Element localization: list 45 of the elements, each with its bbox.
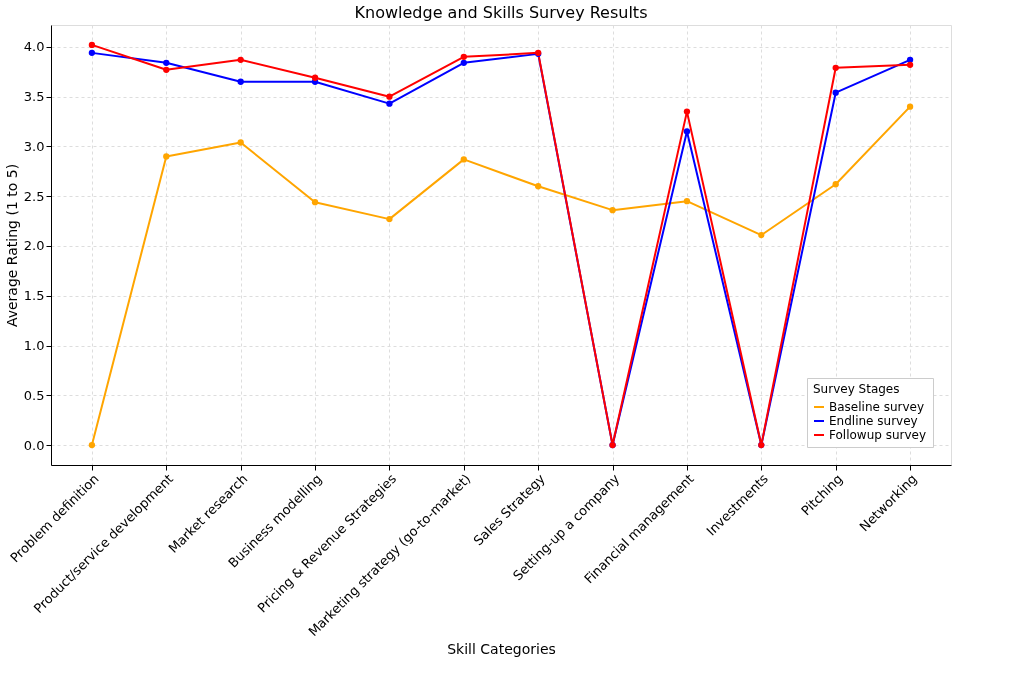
y-tick-label: 0.0 <box>23 437 45 453</box>
y-tick-label: 0.5 <box>23 387 45 403</box>
point <box>832 64 839 71</box>
point <box>311 199 319 206</box>
point <box>832 181 839 188</box>
point <box>163 66 170 73</box>
point <box>163 59 170 66</box>
legend-label: Baseline survey <box>829 400 925 414</box>
legend-label: Endline survey <box>829 414 918 428</box>
point <box>386 215 393 223</box>
point <box>683 198 691 205</box>
point <box>906 103 914 110</box>
point <box>386 93 393 100</box>
point <box>237 56 244 63</box>
point <box>460 53 467 61</box>
y-tick-label: 4.0 <box>23 39 45 55</box>
point <box>460 156 467 163</box>
point <box>311 74 319 81</box>
y-tick-label: 2.5 <box>23 188 45 204</box>
point <box>535 183 542 190</box>
point <box>163 153 170 160</box>
chart-title: Knowledge and Skills Survey Results <box>354 3 648 22</box>
point <box>237 139 244 146</box>
point <box>88 41 96 49</box>
point <box>906 56 914 63</box>
point <box>609 207 616 214</box>
point <box>906 61 914 68</box>
legend-label: Followup survey <box>829 428 927 442</box>
point <box>758 231 765 239</box>
point <box>237 78 244 85</box>
y-tick-label: 2.0 <box>23 238 45 254</box>
point <box>88 49 96 57</box>
y-axis-title: Average Rating (1 to 5) <box>3 163 20 328</box>
point <box>88 441 96 449</box>
y-tick-label: 1.5 <box>23 288 45 304</box>
y-tick-label: 3.5 <box>23 89 45 105</box>
y-tick-label: 1.0 <box>23 338 45 354</box>
point <box>832 89 839 96</box>
legend-title: Survey Stages <box>813 382 900 396</box>
y-tick-label: 3.0 <box>23 138 45 154</box>
x-axis-title: Skill Categories <box>447 641 556 658</box>
point <box>460 59 467 66</box>
point <box>683 108 691 115</box>
point <box>386 100 393 107</box>
point <box>683 128 691 135</box>
